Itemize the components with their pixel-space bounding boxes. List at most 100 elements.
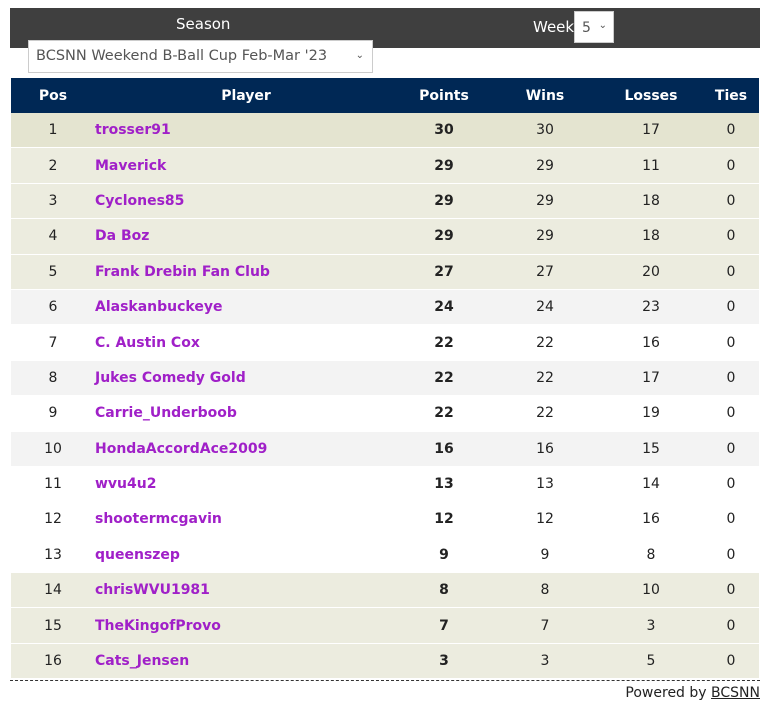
table-row: 9 Carrie_Underboob 22 22 19 0 bbox=[11, 395, 759, 432]
cell-ties: 0 bbox=[703, 607, 759, 644]
cell-wins: 16 bbox=[491, 431, 599, 467]
cell-ties: 0 bbox=[703, 183, 759, 220]
cell-wins: 13 bbox=[491, 466, 599, 503]
cell-ties: 0 bbox=[703, 537, 759, 574]
cell-player[interactable]: chrisWVU1981 bbox=[95, 572, 397, 609]
cell-points: 30 bbox=[397, 113, 491, 149]
table-row: 2 Maverick 29 29 11 0 bbox=[11, 147, 759, 184]
cell-losses: 19 bbox=[599, 395, 703, 432]
table-row: 4 Da Boz 29 29 18 0 bbox=[11, 218, 759, 255]
powered-by-text: Powered by bbox=[625, 685, 707, 701]
table-header-row: Pos Player Points Wins Losses Ties bbox=[11, 78, 759, 113]
cell-player[interactable]: Da Boz bbox=[95, 218, 397, 255]
cell-pos: 2 bbox=[11, 147, 95, 184]
cell-points: 12 bbox=[397, 501, 491, 538]
cell-player[interactable]: Cats_Jensen bbox=[95, 643, 397, 680]
cell-pos: 11 bbox=[11, 466, 95, 503]
cell-losses: 16 bbox=[599, 324, 703, 361]
header-pos[interactable]: Pos bbox=[11, 78, 95, 113]
cell-pos: 9 bbox=[11, 395, 95, 432]
cell-points: 29 bbox=[397, 218, 491, 255]
cell-ties: 0 bbox=[703, 431, 759, 467]
bcsnn-link[interactable]: BCSNN bbox=[711, 685, 760, 701]
header-losses[interactable]: Losses bbox=[599, 78, 703, 113]
table-row: 5 Frank Drebin Fan Club 27 27 20 0 bbox=[11, 254, 759, 290]
cell-pos: 5 bbox=[11, 254, 95, 290]
standings-table: Pos Player Points Wins Losses Ties 1 tros… bbox=[11, 78, 759, 680]
table-row: 15 TheKingofProvo 7 7 3 0 bbox=[11, 607, 759, 644]
header-wins[interactable]: Wins bbox=[491, 78, 599, 113]
cell-ties: 0 bbox=[703, 360, 759, 397]
cell-player[interactable]: C. Austin Cox bbox=[95, 324, 397, 361]
cell-pos: 7 bbox=[11, 324, 95, 361]
cell-player[interactable]: shootermcgavin bbox=[95, 501, 397, 538]
cell-ties: 0 bbox=[703, 289, 759, 326]
cell-wins: 29 bbox=[491, 183, 599, 220]
cell-wins: 30 bbox=[491, 113, 599, 149]
cell-pos: 8 bbox=[11, 360, 95, 397]
season-value: BCSNN Weekend B-Ball Cup Feb-Mar '23 bbox=[36, 48, 328, 64]
table-row: 6 Alaskanbuckeye 24 24 23 0 bbox=[11, 289, 759, 326]
cell-points: 22 bbox=[397, 324, 491, 361]
cell-pos: 15 bbox=[11, 607, 95, 644]
cell-points: 24 bbox=[397, 289, 491, 326]
header-ties[interactable]: Ties bbox=[703, 78, 759, 113]
cell-losses: 17 bbox=[599, 113, 703, 149]
cell-player[interactable]: Frank Drebin Fan Club bbox=[95, 254, 397, 290]
cell-player[interactable]: queenszep bbox=[95, 537, 397, 574]
cell-pos: 10 bbox=[11, 431, 95, 467]
header-player[interactable]: Player bbox=[95, 78, 397, 113]
cell-losses: 20 bbox=[599, 254, 703, 290]
week-select[interactable]: 5 ⌄ bbox=[574, 11, 614, 43]
cell-wins: 7 bbox=[491, 607, 599, 644]
cell-pos: 12 bbox=[11, 501, 95, 538]
cell-player[interactable]: Maverick bbox=[95, 147, 397, 184]
cell-wins: 24 bbox=[491, 289, 599, 326]
cell-player[interactable]: Cyclones85 bbox=[95, 183, 397, 220]
chevron-down-icon: ⌄ bbox=[598, 20, 607, 31]
footer-divider bbox=[10, 680, 760, 681]
cell-player[interactable]: Jukes Comedy Gold bbox=[95, 360, 397, 397]
cell-wins: 22 bbox=[491, 324, 599, 361]
season-select[interactable]: BCSNN Weekend B-Ball Cup Feb-Mar '23 ⌄ bbox=[28, 40, 373, 73]
table-row: 12 shootermcgavin 12 12 16 0 bbox=[11, 501, 759, 538]
table-row: 10 HondaAccordAce2009 16 16 15 0 bbox=[11, 431, 759, 467]
cell-player[interactable]: trosser91 bbox=[95, 113, 397, 149]
cell-ties: 0 bbox=[703, 395, 759, 432]
cell-wins: 9 bbox=[491, 537, 599, 574]
header-points[interactable]: Points bbox=[397, 78, 491, 113]
cell-pos: 6 bbox=[11, 289, 95, 326]
cell-ties: 0 bbox=[703, 501, 759, 538]
cell-points: 22 bbox=[397, 395, 491, 432]
cell-wins: 3 bbox=[491, 643, 599, 680]
cell-ties: 0 bbox=[703, 643, 759, 680]
cell-points: 22 bbox=[397, 360, 491, 397]
cell-points: 16 bbox=[397, 431, 491, 467]
cell-losses: 5 bbox=[599, 643, 703, 680]
cell-ties: 0 bbox=[703, 572, 759, 609]
cell-player[interactable]: HondaAccordAce2009 bbox=[95, 431, 397, 467]
cell-losses: 10 bbox=[599, 572, 703, 609]
cell-player[interactable]: wvu4u2 bbox=[95, 466, 397, 503]
cell-ties: 0 bbox=[703, 147, 759, 184]
cell-pos: 4 bbox=[11, 218, 95, 255]
cell-player[interactable]: Carrie_Underboob bbox=[95, 395, 397, 432]
table-row: 13 queenszep 9 9 8 0 bbox=[11, 537, 759, 574]
cell-points: 3 bbox=[397, 643, 491, 680]
cell-losses: 14 bbox=[599, 466, 703, 503]
footer: Powered by BCSNN bbox=[625, 685, 760, 701]
cell-pos: 1 bbox=[11, 113, 95, 149]
cell-ties: 0 bbox=[703, 466, 759, 503]
cell-ties: 0 bbox=[703, 218, 759, 255]
table-row: 7 C. Austin Cox 22 22 16 0 bbox=[11, 324, 759, 361]
season-label: Season bbox=[176, 15, 231, 33]
cell-ties: 0 bbox=[703, 324, 759, 361]
cell-ties: 0 bbox=[703, 113, 759, 149]
cell-player[interactable]: Alaskanbuckeye bbox=[95, 289, 397, 326]
cell-pos: 16 bbox=[11, 643, 95, 680]
week-value: 5 bbox=[582, 20, 591, 36]
cell-points: 9 bbox=[397, 537, 491, 574]
cell-player[interactable]: TheKingofProvo bbox=[95, 607, 397, 644]
table-row: 14 chrisWVU1981 8 8 10 0 bbox=[11, 572, 759, 609]
cell-wins: 22 bbox=[491, 395, 599, 432]
